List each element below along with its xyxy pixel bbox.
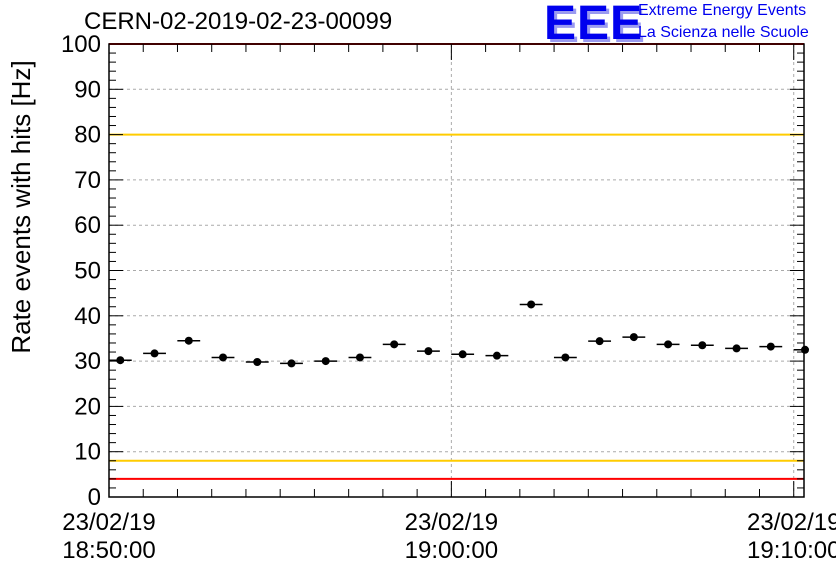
data-point (150, 349, 159, 358)
org-name-line1: Extreme Energy Events (638, 2, 807, 19)
data-point (527, 300, 536, 309)
grid (108, 44, 804, 497)
x-tick-label-time: 18:50:00 (62, 537, 155, 564)
y-axis-label: Rate events with hits [Hz] (6, 60, 36, 353)
data-point (321, 357, 330, 366)
data-point (492, 351, 501, 360)
data-point (801, 345, 810, 354)
y-tick-label: 70 (74, 167, 101, 194)
x-tick-label-date: 23/02/19 (62, 509, 155, 536)
y-tick-label: 80 (74, 122, 101, 149)
data-point (116, 356, 125, 365)
data-point (698, 341, 707, 350)
data-point (629, 333, 638, 342)
chart-title: CERN-02-2019-02-23-00099 (84, 8, 393, 35)
y-tick-label: 40 (74, 303, 101, 330)
y-tick-label: 30 (74, 348, 101, 375)
data-point (355, 353, 364, 362)
y-tick-label: 60 (74, 212, 101, 239)
org-name-line2: La Scienza nelle Scuole (638, 24, 809, 41)
reference-lines (109, 43, 804, 480)
data-point (287, 359, 296, 368)
data-point (253, 358, 262, 367)
eee-logo: EEE (544, 0, 644, 50)
x-tick-label-time: 19:00:00 (405, 537, 498, 564)
y-tick-label: 90 (74, 76, 101, 103)
data-point (184, 336, 193, 345)
data-points (109, 300, 810, 368)
data-point (595, 337, 604, 346)
x-tick-label-date: 23/02/19 (747, 509, 836, 536)
x-tick-label-time: 19:10:00 (747, 537, 836, 564)
y-tick-label: 50 (74, 258, 101, 285)
y-tick-label: 20 (74, 393, 101, 420)
data-point (219, 353, 228, 362)
y-tick-label: 0 (88, 484, 101, 511)
x-tick-label-date: 23/02/19 (405, 509, 498, 536)
data-point (424, 347, 433, 356)
y-tick-label: 100 (61, 31, 101, 58)
data-point (561, 353, 570, 362)
data-point (664, 340, 673, 349)
y-tick-label: 10 (74, 439, 101, 466)
data-point (458, 350, 467, 359)
data-point (732, 344, 741, 353)
data-point (390, 340, 399, 349)
axes: 010203040506070809010023/02/1918:50:0023… (61, 31, 836, 564)
data-point (766, 342, 775, 351)
